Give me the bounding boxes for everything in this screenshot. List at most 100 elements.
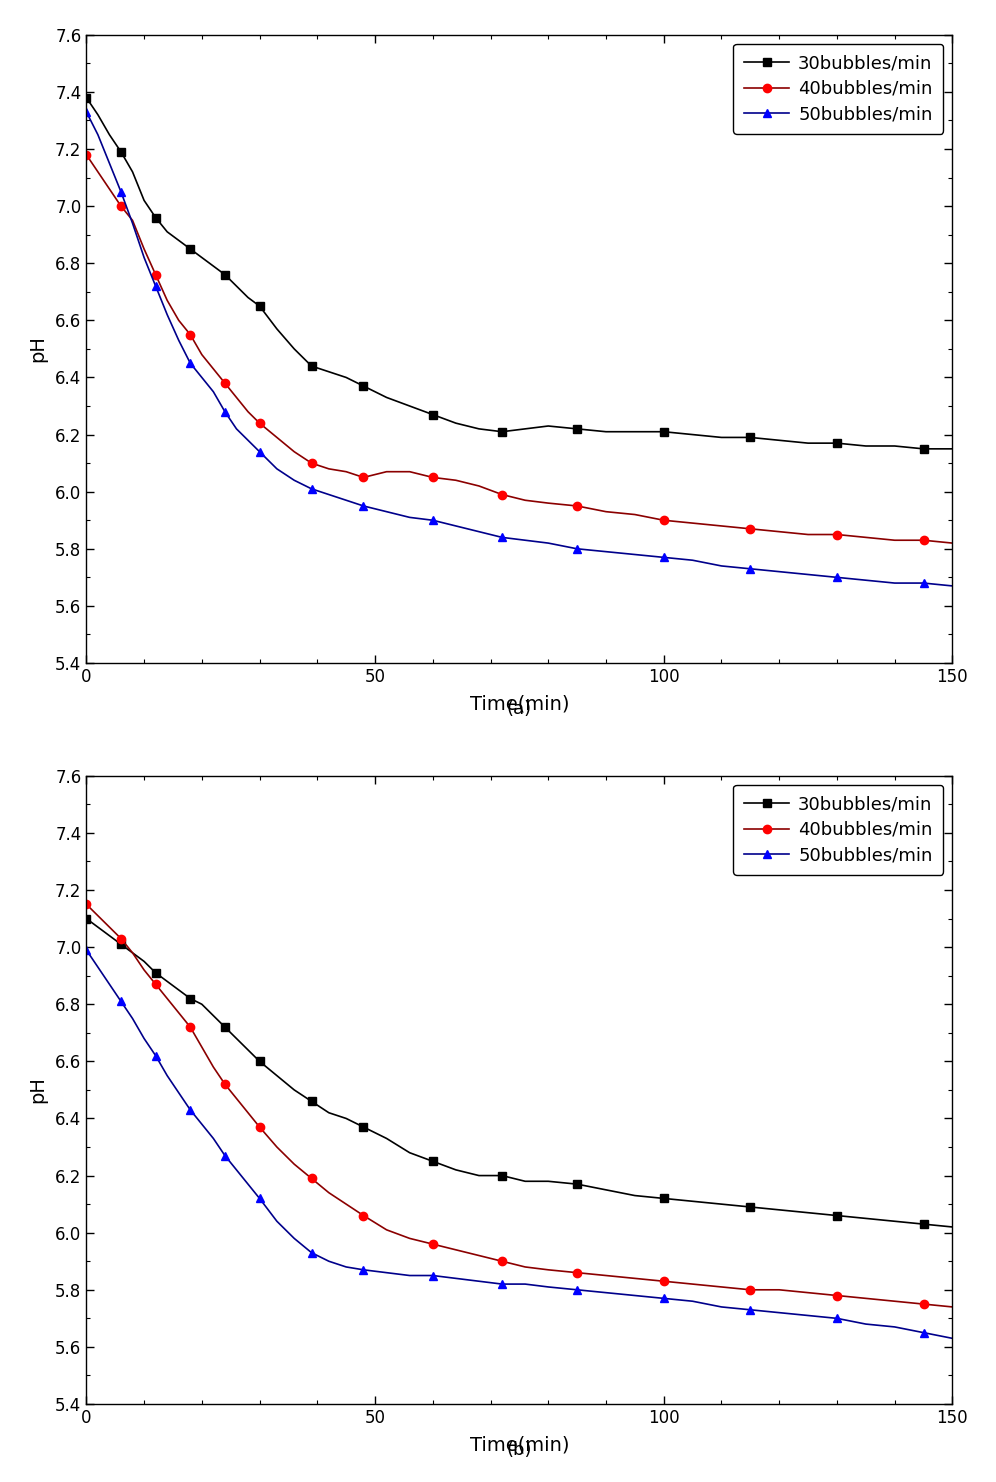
50bubbles/min — [917, 1323, 929, 1341]
30bubbles/min — [81, 910, 93, 928]
50bubbles/min — [860, 572, 872, 590]
40bubbles/min — [306, 1169, 318, 1187]
Text: (a): (a) — [507, 700, 532, 719]
40bubbles/min — [138, 240, 150, 258]
50bubbles/min — [254, 1190, 266, 1208]
40bubbles/min — [380, 462, 392, 480]
30bubbles/min — [657, 1190, 669, 1208]
30bubbles/min — [496, 1166, 508, 1184]
50bubbles/min — [358, 1261, 370, 1279]
30bubbles/min — [161, 222, 173, 240]
50bubbles/min — [496, 1275, 508, 1292]
30bubbles/min — [341, 369, 353, 387]
30bubbles/min — [138, 191, 150, 209]
30bubbles/min — [149, 209, 161, 227]
50bubbles/min — [242, 431, 254, 449]
30bubbles/min — [888, 437, 900, 455]
40bubbles/min — [184, 326, 196, 344]
30bubbles/min — [657, 422, 669, 440]
30bubbles/min — [341, 1110, 353, 1128]
30bubbles/min — [628, 1187, 640, 1205]
50bubbles/min — [126, 1009, 138, 1027]
30bubbles/min — [161, 972, 173, 990]
40bubbles/min — [600, 502, 612, 520]
40bubbles/min — [184, 1018, 196, 1036]
50bubbles/min — [744, 560, 756, 578]
30bubbles/min — [126, 944, 138, 962]
50bubbles/min — [271, 1212, 283, 1230]
40bubbles/min — [946, 534, 958, 551]
50bubbles/min — [184, 1101, 196, 1119]
50bubbles/min — [686, 551, 698, 569]
50bubbles/min — [207, 382, 219, 400]
50bubbles/min — [773, 563, 785, 581]
40bubbles/min — [380, 1221, 392, 1239]
50bubbles/min — [831, 1310, 843, 1328]
30bubbles/min — [860, 1209, 872, 1227]
30bubbles/min — [254, 1052, 266, 1070]
30bubbles/min — [115, 142, 126, 160]
40bubbles/min — [358, 1206, 370, 1224]
Line: 50bubbles/min: 50bubbles/min — [83, 108, 956, 590]
50bubbles/min — [473, 523, 485, 541]
40bubbles/min — [104, 181, 116, 199]
40bubbles/min — [403, 462, 415, 480]
40bubbles/min — [744, 1280, 756, 1298]
40bubbles/min — [288, 443, 300, 461]
30bubbles/min — [126, 163, 138, 181]
40bubbles/min — [306, 455, 318, 473]
40bubbles/min — [450, 1240, 462, 1258]
30bubbles/min — [288, 339, 300, 357]
40bubbles/min — [403, 1230, 415, 1248]
30bubbles/min — [196, 996, 208, 1014]
Y-axis label: pH: pH — [28, 335, 47, 362]
50bubbles/min — [600, 542, 612, 560]
40bubbles/min — [341, 462, 353, 480]
30bubbles/min — [115, 935, 126, 953]
40bubbles/min — [242, 403, 254, 421]
Text: (b): (b) — [507, 1441, 532, 1460]
50bubbles/min — [473, 1273, 485, 1291]
40bubbles/min — [207, 1058, 219, 1076]
40bubbles/min — [831, 1286, 843, 1304]
40bubbles/min — [571, 1264, 583, 1282]
50bubbles/min — [860, 1315, 872, 1332]
40bubbles/min — [860, 1289, 872, 1307]
30bubbles/min — [473, 1166, 485, 1184]
50bubbles/min — [104, 154, 116, 172]
30bubbles/min — [138, 953, 150, 971]
50bubbles/min — [184, 354, 196, 372]
30bubbles/min — [744, 428, 756, 446]
40bubbles/min — [657, 511, 669, 529]
40bubbles/min — [860, 529, 872, 547]
40bubbles/min — [802, 526, 814, 544]
30bubbles/min — [450, 415, 462, 433]
50bubbles/min — [403, 508, 415, 526]
40bubbles/min — [81, 895, 93, 913]
50bubbles/min — [161, 305, 173, 323]
30bubbles/min — [172, 981, 184, 999]
Line: 40bubbles/min: 40bubbles/min — [83, 151, 956, 547]
30bubbles/min — [946, 1218, 958, 1236]
40bubbles/min — [104, 919, 116, 937]
30bubbles/min — [542, 416, 554, 434]
30bubbles/min — [92, 105, 104, 123]
40bubbles/min — [496, 1252, 508, 1270]
50bubbles/min — [715, 1298, 727, 1316]
30bubbles/min — [219, 1018, 231, 1036]
40bubbles/min — [115, 929, 126, 947]
30bubbles/min — [230, 277, 242, 295]
50bubbles/min — [657, 548, 669, 566]
40bubbles/min — [254, 415, 266, 433]
40bubbles/min — [427, 468, 439, 486]
40bubbles/min — [773, 1280, 785, 1298]
40bubbles/min — [161, 990, 173, 1008]
50bubbles/min — [358, 496, 370, 514]
40bubbles/min — [172, 1003, 184, 1021]
40bubbles/min — [219, 375, 231, 393]
30bubbles/min — [172, 231, 184, 249]
40bubbles/min — [271, 428, 283, 446]
50bubbles/min — [427, 511, 439, 529]
50bubbles/min — [149, 1046, 161, 1064]
30bubbles/min — [946, 440, 958, 458]
